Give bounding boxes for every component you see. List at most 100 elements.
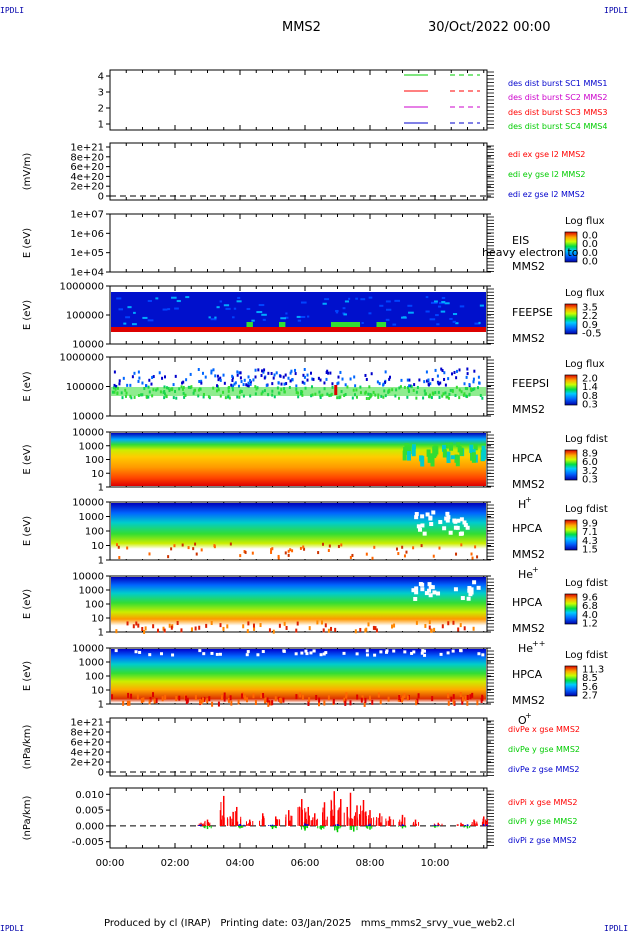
hpca-he-pixel [195, 552, 198, 556]
feepse-pixel [335, 311, 339, 314]
feepsi-pixel [413, 383, 416, 387]
hpca-o-panel-colorbar-title: Log fdist [565, 650, 608, 661]
hpca-o-pixel [377, 692, 380, 698]
hpca-he2-panel-colorbar-title: Log fdist [565, 578, 608, 589]
hpca-he-pixel [412, 546, 415, 550]
burst-legend-entry: des dist burst SC1 MMS1 [508, 79, 607, 88]
feepsi-pixel [309, 371, 312, 375]
hpca-he-pixel [287, 553, 290, 557]
hpca-he2-pixel [327, 628, 330, 633]
feepsi-pixel [465, 394, 468, 398]
hpca-o-pixel [245, 653, 249, 657]
feepsi-pixel [270, 372, 273, 376]
feepsi-pixel [447, 396, 450, 400]
hpca-o-pixel [385, 650, 389, 654]
hpca-he-pixel [395, 547, 398, 551]
eis-panel-colorbar-tick: 0.0 [582, 231, 598, 242]
hpca-he2-pixel [252, 623, 255, 628]
edi-panel-ylabel: (mV/m) [22, 153, 33, 191]
feepsi-pixel [190, 385, 193, 389]
hpca-o-pixel [464, 695, 467, 701]
hpca-he-pixel [187, 546, 190, 550]
hpca-he-panel-colorbar-tick: 7.1 [582, 527, 598, 538]
hpca-he2-pixel [472, 626, 475, 631]
hpca-he-panel-colorbar [564, 519, 578, 551]
hpca-o-pixel [308, 697, 311, 703]
hpca-he2-pixel [441, 624, 444, 629]
feepse-pixel [171, 296, 177, 299]
hpca-he-pixel [284, 551, 287, 555]
feepsi-pixel [185, 378, 188, 382]
hpca-he2-pixel [467, 585, 472, 590]
hpca-o-pixel [446, 651, 450, 655]
feepsi-panel-ytick-label: 100000 [66, 382, 104, 393]
hpca-o-pixel [185, 695, 188, 701]
hpca-o-pixel [345, 695, 348, 701]
feepsi-pixel [261, 369, 264, 373]
hpca-o-pixel [267, 701, 270, 707]
feepse-pixel [246, 322, 253, 327]
hpca-o-pixel [152, 692, 155, 698]
feepsi-pixel [378, 382, 381, 386]
hpca-he-pixel [270, 550, 273, 554]
hpca-he2-panel-colorbar [564, 593, 578, 625]
feepse-pixel [368, 296, 373, 299]
burst-panel: 1 2 3 4 des dist burst SC1 MMS1 des dist burs… [98, 69, 607, 131]
hpca-o-pixel [399, 696, 402, 702]
feepsi-pixel [172, 383, 175, 387]
feepsi-pixel [354, 384, 357, 388]
feepsi-pixel [294, 368, 297, 372]
hpca-o-pixel [218, 652, 222, 656]
hpca-he2-pixel [168, 623, 171, 628]
feepsi-pixel [254, 368, 257, 372]
divpi-series-y [203, 825, 471, 833]
feepsi-pixel [219, 378, 222, 382]
hpca-he2-pixel [411, 588, 416, 593]
feepsi-panel-colorbar [564, 374, 578, 406]
edi-panel-frame [109, 142, 488, 201]
feepsi-panel-spacecraft: MMS2 [512, 403, 545, 416]
feepsi-pixel [466, 367, 469, 371]
feepsi-pixel [280, 382, 283, 386]
feepsi-pixel [231, 378, 234, 382]
eis-panel-spacecraft: MMS2 [512, 260, 545, 273]
hpca-he-pixel [373, 545, 376, 549]
feepsi-pixel [252, 378, 255, 382]
hpca-he2-pixel [194, 626, 197, 631]
hpca-h-pixel [432, 446, 437, 459]
hpca-h-pixel [471, 452, 476, 463]
feepse-pixel [439, 302, 445, 305]
hpca-he2-pixel [210, 620, 213, 625]
feepsi-pixel [129, 394, 132, 398]
feepse-panel-ytick-label: 1000000 [59, 282, 104, 293]
hpca-he2-pixel [476, 585, 481, 590]
feepsi-pixel [430, 396, 433, 400]
hpca-he2-pixel [176, 620, 179, 625]
feepsi-pixel [121, 396, 124, 400]
feepsi-pixel [202, 395, 205, 399]
hpca-h-panel-ylabel: E (eV) [22, 444, 33, 474]
hpca-he2-panel-ylabel: E (eV) [22, 589, 33, 619]
feepsi-pixel [172, 396, 175, 400]
hpca-he2-pixel [272, 629, 275, 634]
hpca-o-pixel [282, 649, 286, 653]
hpca-h-pixel [428, 453, 433, 460]
feepsi-pixel [138, 376, 141, 380]
hpca-he2-pixel [432, 590, 437, 595]
hpca-h-panel-ytick-label: 100 [85, 455, 104, 466]
feepsi-pixel [247, 375, 250, 379]
hpca-he2-pixel [246, 629, 249, 634]
hpca-o-pixel [451, 649, 455, 653]
hpca-o-pixel [363, 701, 366, 707]
feepse-pixel [394, 299, 401, 302]
feepse-panel-colorbar-tick: -0.5 [582, 329, 602, 340]
hpca-h-pixel [402, 450, 407, 461]
feepsi-pixel [141, 381, 144, 385]
hpca-h-pixel [481, 445, 486, 456]
hpca-he-pixel [340, 543, 343, 547]
eis-panel-ytick-label: 1e+07 [70, 210, 104, 221]
burst-ytick-label: 2 [98, 104, 104, 115]
feepsi-pixel [455, 369, 458, 373]
eis-panel-ytick-label: 1e+05 [70, 248, 104, 259]
